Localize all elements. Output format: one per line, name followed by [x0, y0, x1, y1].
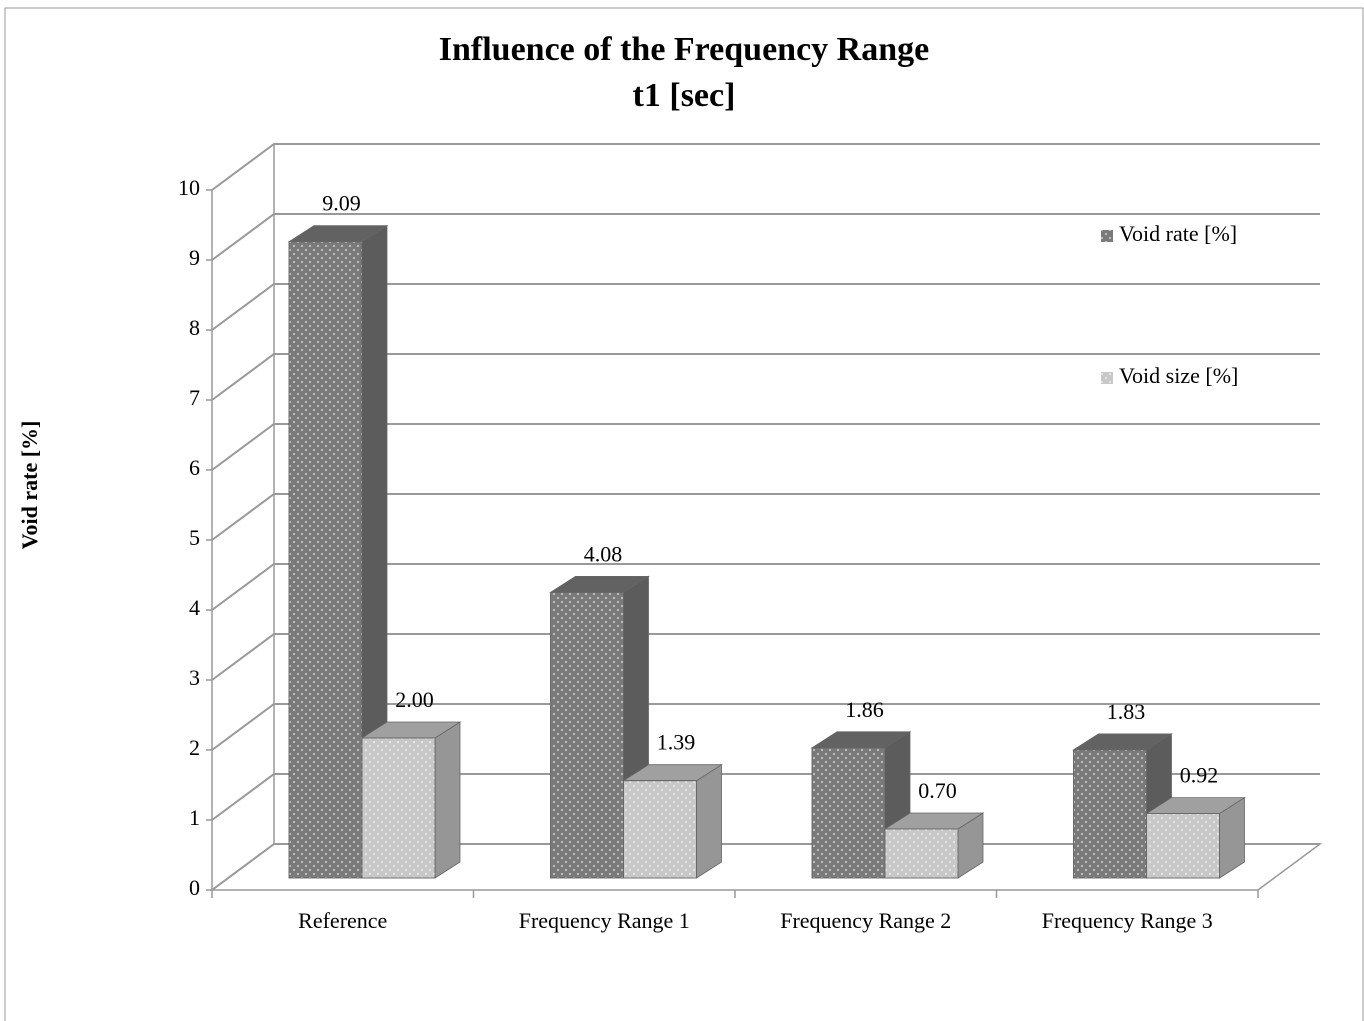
bar	[810, 731, 912, 879]
y-tick-label: 5	[189, 525, 200, 550]
grid-line	[211, 493, 1320, 541]
value-label: 9.09	[322, 191, 361, 216]
value-label: 1.39	[657, 730, 696, 755]
bar-texture	[623, 780, 697, 879]
y-tick-label: 0	[189, 875, 200, 900]
bar-texture	[811, 747, 886, 879]
value-label: 0.92	[1180, 763, 1219, 788]
y-tick-label: 1	[189, 805, 200, 830]
grid-line	[211, 773, 1320, 821]
bar	[360, 721, 462, 879]
value-label: 2.00	[395, 687, 434, 712]
bar	[287, 224, 389, 879]
legend-label: Void rate [%]	[1119, 221, 1237, 246]
y-tick-label: 4	[189, 595, 200, 620]
value-label: 4.08	[584, 541, 623, 566]
x-tick-label: Reference	[298, 908, 387, 933]
value-label: 1.83	[1107, 699, 1146, 724]
value-label: 1.86	[845, 697, 884, 722]
chart-subtitle: t1 [sec]	[633, 77, 736, 114]
x-tick-label: Frequency Range 3	[1042, 908, 1213, 933]
chart-title: Influence of the Frequency Range	[439, 31, 929, 68]
y-tick-label: 8	[189, 315, 200, 340]
grid-line	[211, 633, 1320, 681]
y-tick-label: 2	[189, 735, 200, 760]
value-label: 0.70	[918, 778, 957, 803]
bar-texture	[550, 592, 624, 879]
grid-line	[211, 353, 1320, 401]
x-tick-label: Frequency Range 1	[519, 908, 690, 933]
y-tick-label: 6	[189, 455, 200, 480]
legend-swatch-texture	[1101, 230, 1113, 242]
legend-label: Void size [%]	[1119, 363, 1238, 388]
x-tick-label: Frequency Range 2	[780, 908, 951, 933]
bar	[622, 763, 723, 879]
grid-line	[211, 703, 1320, 751]
y-tick-label: 10	[178, 175, 200, 200]
legend-swatch-texture	[1101, 372, 1113, 384]
grid-line	[211, 213, 1320, 261]
y-tick-label: 9	[189, 245, 200, 270]
bar-side	[696, 763, 722, 879]
bar	[549, 575, 650, 879]
grid-line	[211, 423, 1320, 471]
bar-texture	[288, 241, 363, 879]
bar-side	[434, 721, 461, 879]
bar	[1145, 796, 1246, 879]
y-tick-label: 3	[189, 665, 200, 690]
bar-texture	[361, 737, 436, 879]
grid-line	[211, 563, 1320, 611]
y-tick-label: 7	[189, 385, 200, 410]
bar-texture	[884, 828, 959, 879]
bar	[883, 812, 985, 879]
grid-line	[211, 283, 1320, 331]
grid-line	[211, 143, 1320, 191]
y-axis-title: Void rate [%]	[17, 421, 42, 550]
frame	[4, 7, 1364, 1021]
bar-texture	[1073, 749, 1147, 879]
bar-texture	[1146, 813, 1220, 879]
